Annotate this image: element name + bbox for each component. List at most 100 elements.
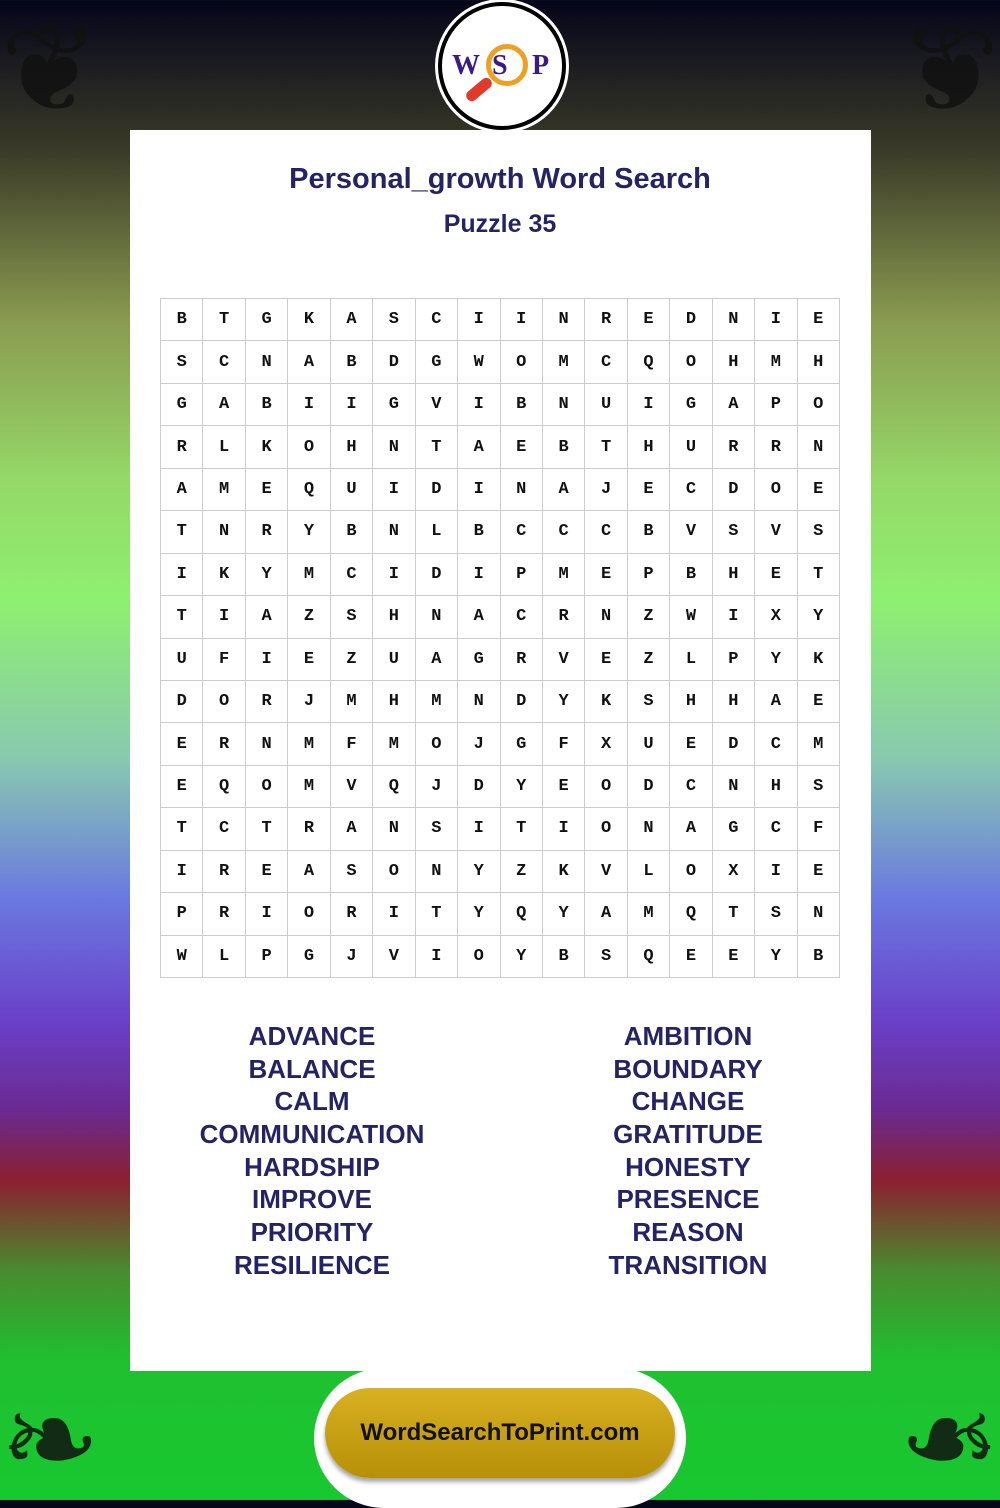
grid-cell[interactable]: P <box>712 638 756 681</box>
grid-cell[interactable]: D <box>415 468 459 512</box>
grid-cell[interactable]: V <box>670 511 713 554</box>
grid-cell[interactable]: N <box>712 299 756 342</box>
grid-cell[interactable]: D <box>373 341 416 384</box>
grid-cell[interactable]: C <box>670 468 713 512</box>
grid-cell[interactable]: M <box>627 893 671 936</box>
grid-cell[interactable]: R <box>203 723 246 766</box>
grid-cell[interactable]: C <box>500 511 543 554</box>
grid-cell[interactable]: N <box>712 765 756 809</box>
grid-cell[interactable]: Y <box>458 850 501 894</box>
grid-cell[interactable]: Y <box>288 511 331 554</box>
grid-cell[interactable]: C <box>542 511 586 554</box>
grid-cell[interactable]: S <box>627 680 671 724</box>
grid-cell[interactable]: T <box>415 893 459 936</box>
grid-cell[interactable]: O <box>500 341 543 384</box>
grid-cell[interactable]: L <box>415 511 459 554</box>
grid-cell[interactable]: U <box>670 426 713 469</box>
grid-cell[interactable]: B <box>670 553 713 597</box>
grid-cell[interactable]: Y <box>245 553 289 597</box>
grid-cell[interactable]: R <box>161 426 204 469</box>
grid-cell[interactable]: H <box>755 765 798 809</box>
grid-cell[interactable]: O <box>373 850 416 894</box>
grid-cell[interactable]: B <box>330 341 374 384</box>
grid-cell[interactable]: M <box>542 553 586 597</box>
grid-cell[interactable]: L <box>670 638 713 681</box>
grid-cell[interactable]: A <box>245 596 289 639</box>
grid-cell[interactable]: S <box>161 341 204 384</box>
grid-cell[interactable]: C <box>755 723 798 766</box>
grid-cell[interactable]: Y <box>500 935 543 978</box>
grid-cell[interactable]: A <box>458 596 501 639</box>
grid-cell[interactable]: P <box>161 893 204 936</box>
grid-cell[interactable]: N <box>373 808 416 851</box>
grid-cell[interactable]: F <box>542 723 586 766</box>
grid-cell[interactable]: N <box>415 850 459 894</box>
grid-cell[interactable]: H <box>712 680 756 724</box>
grid-cell[interactable]: C <box>330 553 374 597</box>
grid-cell[interactable]: Q <box>670 893 713 936</box>
grid-cell[interactable]: E <box>670 723 713 766</box>
grid-cell[interactable]: P <box>755 383 798 427</box>
grid-cell[interactable]: F <box>797 808 840 851</box>
grid-cell[interactable]: Q <box>500 893 543 936</box>
grid-cell[interactable]: S <box>585 935 628 978</box>
grid-cell[interactable]: X <box>585 723 628 766</box>
grid-cell[interactable]: Q <box>373 765 416 809</box>
grid-cell[interactable]: S <box>330 596 374 639</box>
grid-cell[interactable]: N <box>542 383 586 427</box>
grid-cell[interactable]: P <box>500 553 543 597</box>
grid-cell[interactable]: K <box>203 553 246 597</box>
grid-cell[interactable]: C <box>585 511 628 554</box>
grid-cell[interactable]: W <box>670 596 713 639</box>
grid-cell[interactable]: I <box>458 299 501 342</box>
grid-cell[interactable]: I <box>245 638 289 681</box>
grid-cell[interactable]: V <box>373 935 416 978</box>
grid-cell[interactable]: N <box>797 426 840 469</box>
grid-cell[interactable]: M <box>288 765 331 809</box>
grid-cell[interactable]: O <box>670 341 713 384</box>
grid-cell[interactable]: I <box>627 383 671 427</box>
grid-cell[interactable]: B <box>627 511 671 554</box>
grid-cell[interactable]: H <box>670 680 713 724</box>
grid-cell[interactable]: G <box>500 723 543 766</box>
grid-cell[interactable]: Y <box>542 680 586 724</box>
grid-cell[interactable]: R <box>755 426 798 469</box>
grid-cell[interactable]: I <box>755 299 798 342</box>
grid-cell[interactable]: O <box>288 426 331 469</box>
grid-cell[interactable]: S <box>712 511 756 554</box>
grid-cell[interactable]: I <box>161 553 204 597</box>
grid-cell[interactable]: H <box>330 426 374 469</box>
grid-cell[interactable]: T <box>245 808 289 851</box>
grid-cell[interactable]: I <box>458 808 501 851</box>
grid-cell[interactable]: G <box>161 383 204 427</box>
grid-cell[interactable]: T <box>203 299 246 342</box>
grid-cell[interactable]: I <box>373 553 416 597</box>
grid-cell[interactable]: E <box>500 426 543 469</box>
grid-cell[interactable]: I <box>458 383 501 427</box>
grid-cell[interactable]: C <box>755 808 798 851</box>
grid-cell[interactable]: I <box>330 383 374 427</box>
grid-cell[interactable]: S <box>330 850 374 894</box>
grid-cell[interactable]: H <box>712 553 756 597</box>
grid-cell[interactable]: A <box>161 468 204 512</box>
grid-cell[interactable]: M <box>797 723 840 766</box>
grid-cell[interactable]: N <box>542 299 586 342</box>
grid-cell[interactable]: R <box>585 299 628 342</box>
grid-cell[interactable]: C <box>585 341 628 384</box>
grid-cell[interactable]: M <box>415 680 459 724</box>
grid-cell[interactable]: A <box>585 893 628 936</box>
grid-cell[interactable]: E <box>161 723 204 766</box>
grid-cell[interactable]: E <box>755 553 798 597</box>
grid-cell[interactable]: K <box>585 680 628 724</box>
grid-cell[interactable]: V <box>585 850 628 894</box>
grid-cell[interactable]: J <box>415 765 459 809</box>
grid-cell[interactable]: T <box>415 426 459 469</box>
grid-cell[interactable]: O <box>203 680 246 724</box>
grid-cell[interactable]: M <box>755 341 798 384</box>
grid-cell[interactable]: I <box>373 468 416 512</box>
grid-cell[interactable]: N <box>203 511 246 554</box>
grid-cell[interactable]: R <box>500 638 543 681</box>
grid-cell[interactable]: I <box>458 553 501 597</box>
grid-cell[interactable]: G <box>458 638 501 681</box>
grid-cell[interactable]: O <box>288 893 331 936</box>
